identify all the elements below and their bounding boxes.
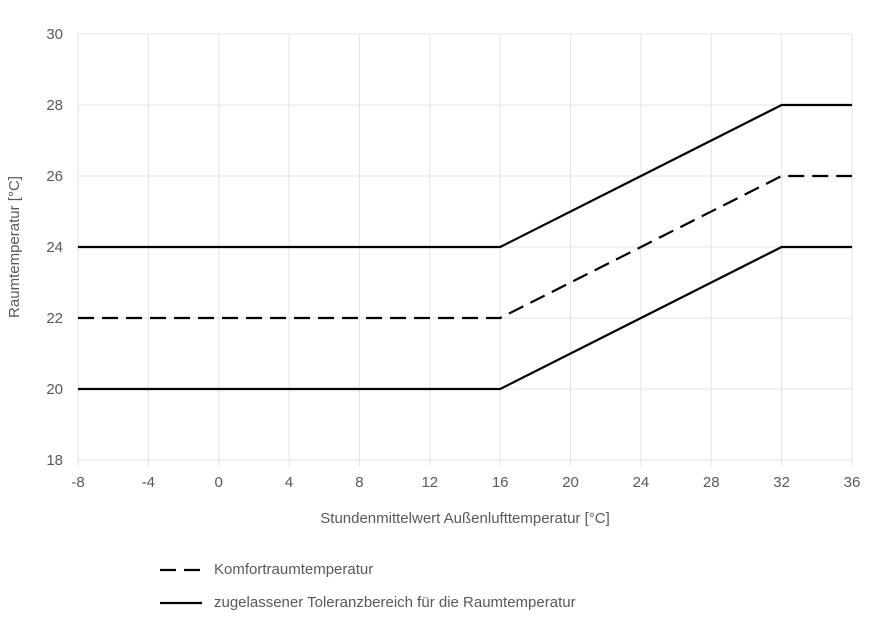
x-tick-label: 20 [562, 474, 579, 491]
series-lines [78, 103, 852, 391]
x-tick-label: -4 [142, 474, 155, 491]
y-axis-ticks: 18 20 22 24 26 28 30 [46, 26, 63, 469]
dashed-line-icon [160, 568, 202, 571]
y-tick-label: 20 [46, 381, 63, 398]
x-tick-label: -8 [71, 474, 84, 491]
y-tick-label: 26 [46, 168, 63, 185]
x-tick-label: 8 [355, 474, 363, 491]
solid-line-icon [160, 601, 202, 604]
x-axis-title: Stundenmittelwert Außenlufttemperatur [°… [320, 510, 609, 527]
x-tick-label: 12 [421, 474, 438, 491]
y-tick-label: 28 [46, 97, 63, 114]
legend-item-komfort: Komfortraumtemperatur [160, 553, 576, 586]
x-axis-ticks: -8 -4 0 4 8 12 16 20 24 28 32 36 [71, 474, 860, 491]
y-axis-title: Raumtemperatur [°C] [6, 176, 23, 318]
grid [77, 33, 853, 466]
y-tick-label: 18 [46, 452, 63, 469]
x-tick-label: 36 [844, 474, 861, 491]
y-tick-label: 24 [46, 239, 63, 256]
komfort-line [78, 174, 852, 320]
x-tick-label: 24 [633, 474, 650, 491]
x-tick-label: 32 [773, 474, 790, 491]
x-tick-label: 0 [215, 474, 223, 491]
y-tick-label: 22 [46, 310, 63, 327]
x-tick-label: 28 [703, 474, 720, 491]
legend-label: Komfortraumtemperatur [214, 561, 374, 578]
legend-item-toleranz: zugelassener Toleranzbereich für die Rau… [160, 586, 576, 619]
tolerance-line [78, 103, 852, 249]
y-tick-label: 30 [46, 26, 63, 43]
x-tick-label: 16 [492, 474, 509, 491]
legend-label: zugelassener Toleranzbereich für die Rau… [214, 594, 576, 611]
legend: Komfortraumtemperatur zugelassener Toler… [160, 553, 576, 619]
tolerance-line [78, 245, 852, 391]
x-tick-label: 4 [285, 474, 293, 491]
